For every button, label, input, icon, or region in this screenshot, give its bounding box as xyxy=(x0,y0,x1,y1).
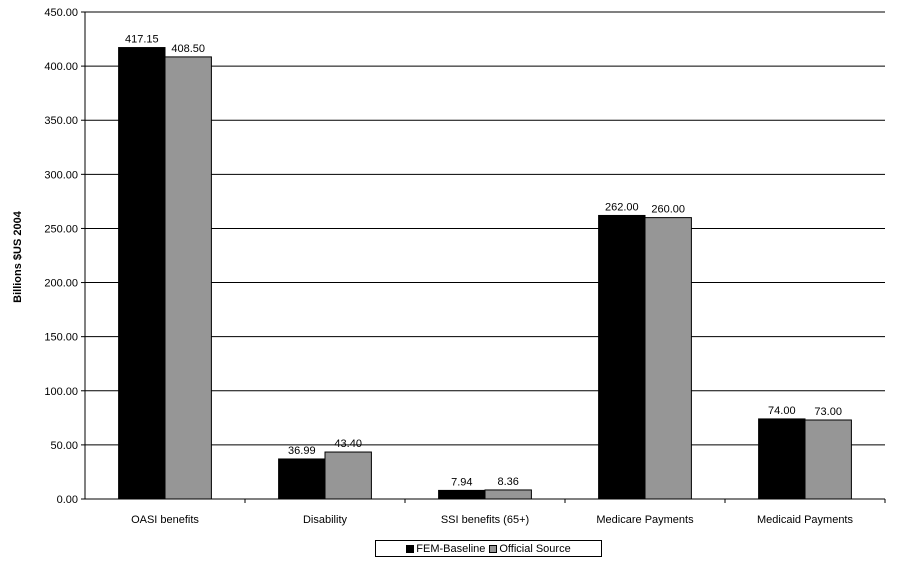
data-label: 36.99 xyxy=(288,445,316,457)
y-tick-label: 0.00 xyxy=(57,494,78,506)
bar xyxy=(324,451,372,500)
bar xyxy=(598,214,646,500)
bar xyxy=(438,489,486,500)
y-tick-label: 50.00 xyxy=(50,440,78,452)
bar xyxy=(484,489,532,500)
x-tick-label: Medicare Payments xyxy=(596,514,694,526)
y-axis-label: Billions $US 2004 xyxy=(12,210,24,303)
y-tick-label: 400.00 xyxy=(44,61,78,73)
y-tick-label: 350.00 xyxy=(44,115,78,127)
y-tick-label: 300.00 xyxy=(44,169,78,181)
bar xyxy=(644,217,692,500)
bar xyxy=(278,458,326,500)
bar xyxy=(758,418,806,500)
y-tick-label: 450.00 xyxy=(44,7,78,19)
data-label: 43.40 xyxy=(334,438,362,450)
data-label: 73.00 xyxy=(814,406,842,418)
x-tick-label: Disability xyxy=(303,514,348,526)
y-tick-label: 150.00 xyxy=(44,332,78,344)
y-tick-label: 100.00 xyxy=(44,386,78,398)
y-tick-label: 200.00 xyxy=(44,278,78,290)
bars: 417.15 408.50 36.99 43.40 7.94 8.36 262.00 260.… xyxy=(118,34,852,500)
data-label: 417.15 xyxy=(125,34,159,46)
axes: 0.00 50.00 100.00 150.00 200.00 250.00 300.00 3… xyxy=(44,7,886,526)
x-tick-label: OASI benefits xyxy=(131,514,199,526)
data-label: 262.00 xyxy=(605,201,639,213)
bar xyxy=(804,419,852,500)
legend-item-official-source: Official Source xyxy=(489,542,571,555)
y-tick-label: 250.00 xyxy=(44,223,78,235)
data-label: 7.94 xyxy=(451,476,472,488)
x-tick-label: Medicaid Payments xyxy=(757,514,853,526)
legend: FEM-Baseline Official Source xyxy=(375,540,602,557)
legend-label-fem-baseline: FEM-Baseline xyxy=(416,542,486,555)
legend-item-fem-baseline: FEM-Baseline xyxy=(406,543,485,555)
data-label: 260.00 xyxy=(651,204,685,216)
legend-swatch-fem-baseline xyxy=(406,544,415,553)
data-label: 74.00 xyxy=(768,405,796,417)
bar xyxy=(164,56,212,500)
bar xyxy=(118,47,166,500)
gridlines xyxy=(85,11,885,446)
data-label: 408.50 xyxy=(171,43,205,55)
legend-swatch-official-source xyxy=(489,544,498,553)
data-label: 8.36 xyxy=(497,476,518,488)
legend-label-official-source: Official Source xyxy=(499,542,571,555)
x-tick-label: SSI benefits (65+) xyxy=(441,514,529,526)
